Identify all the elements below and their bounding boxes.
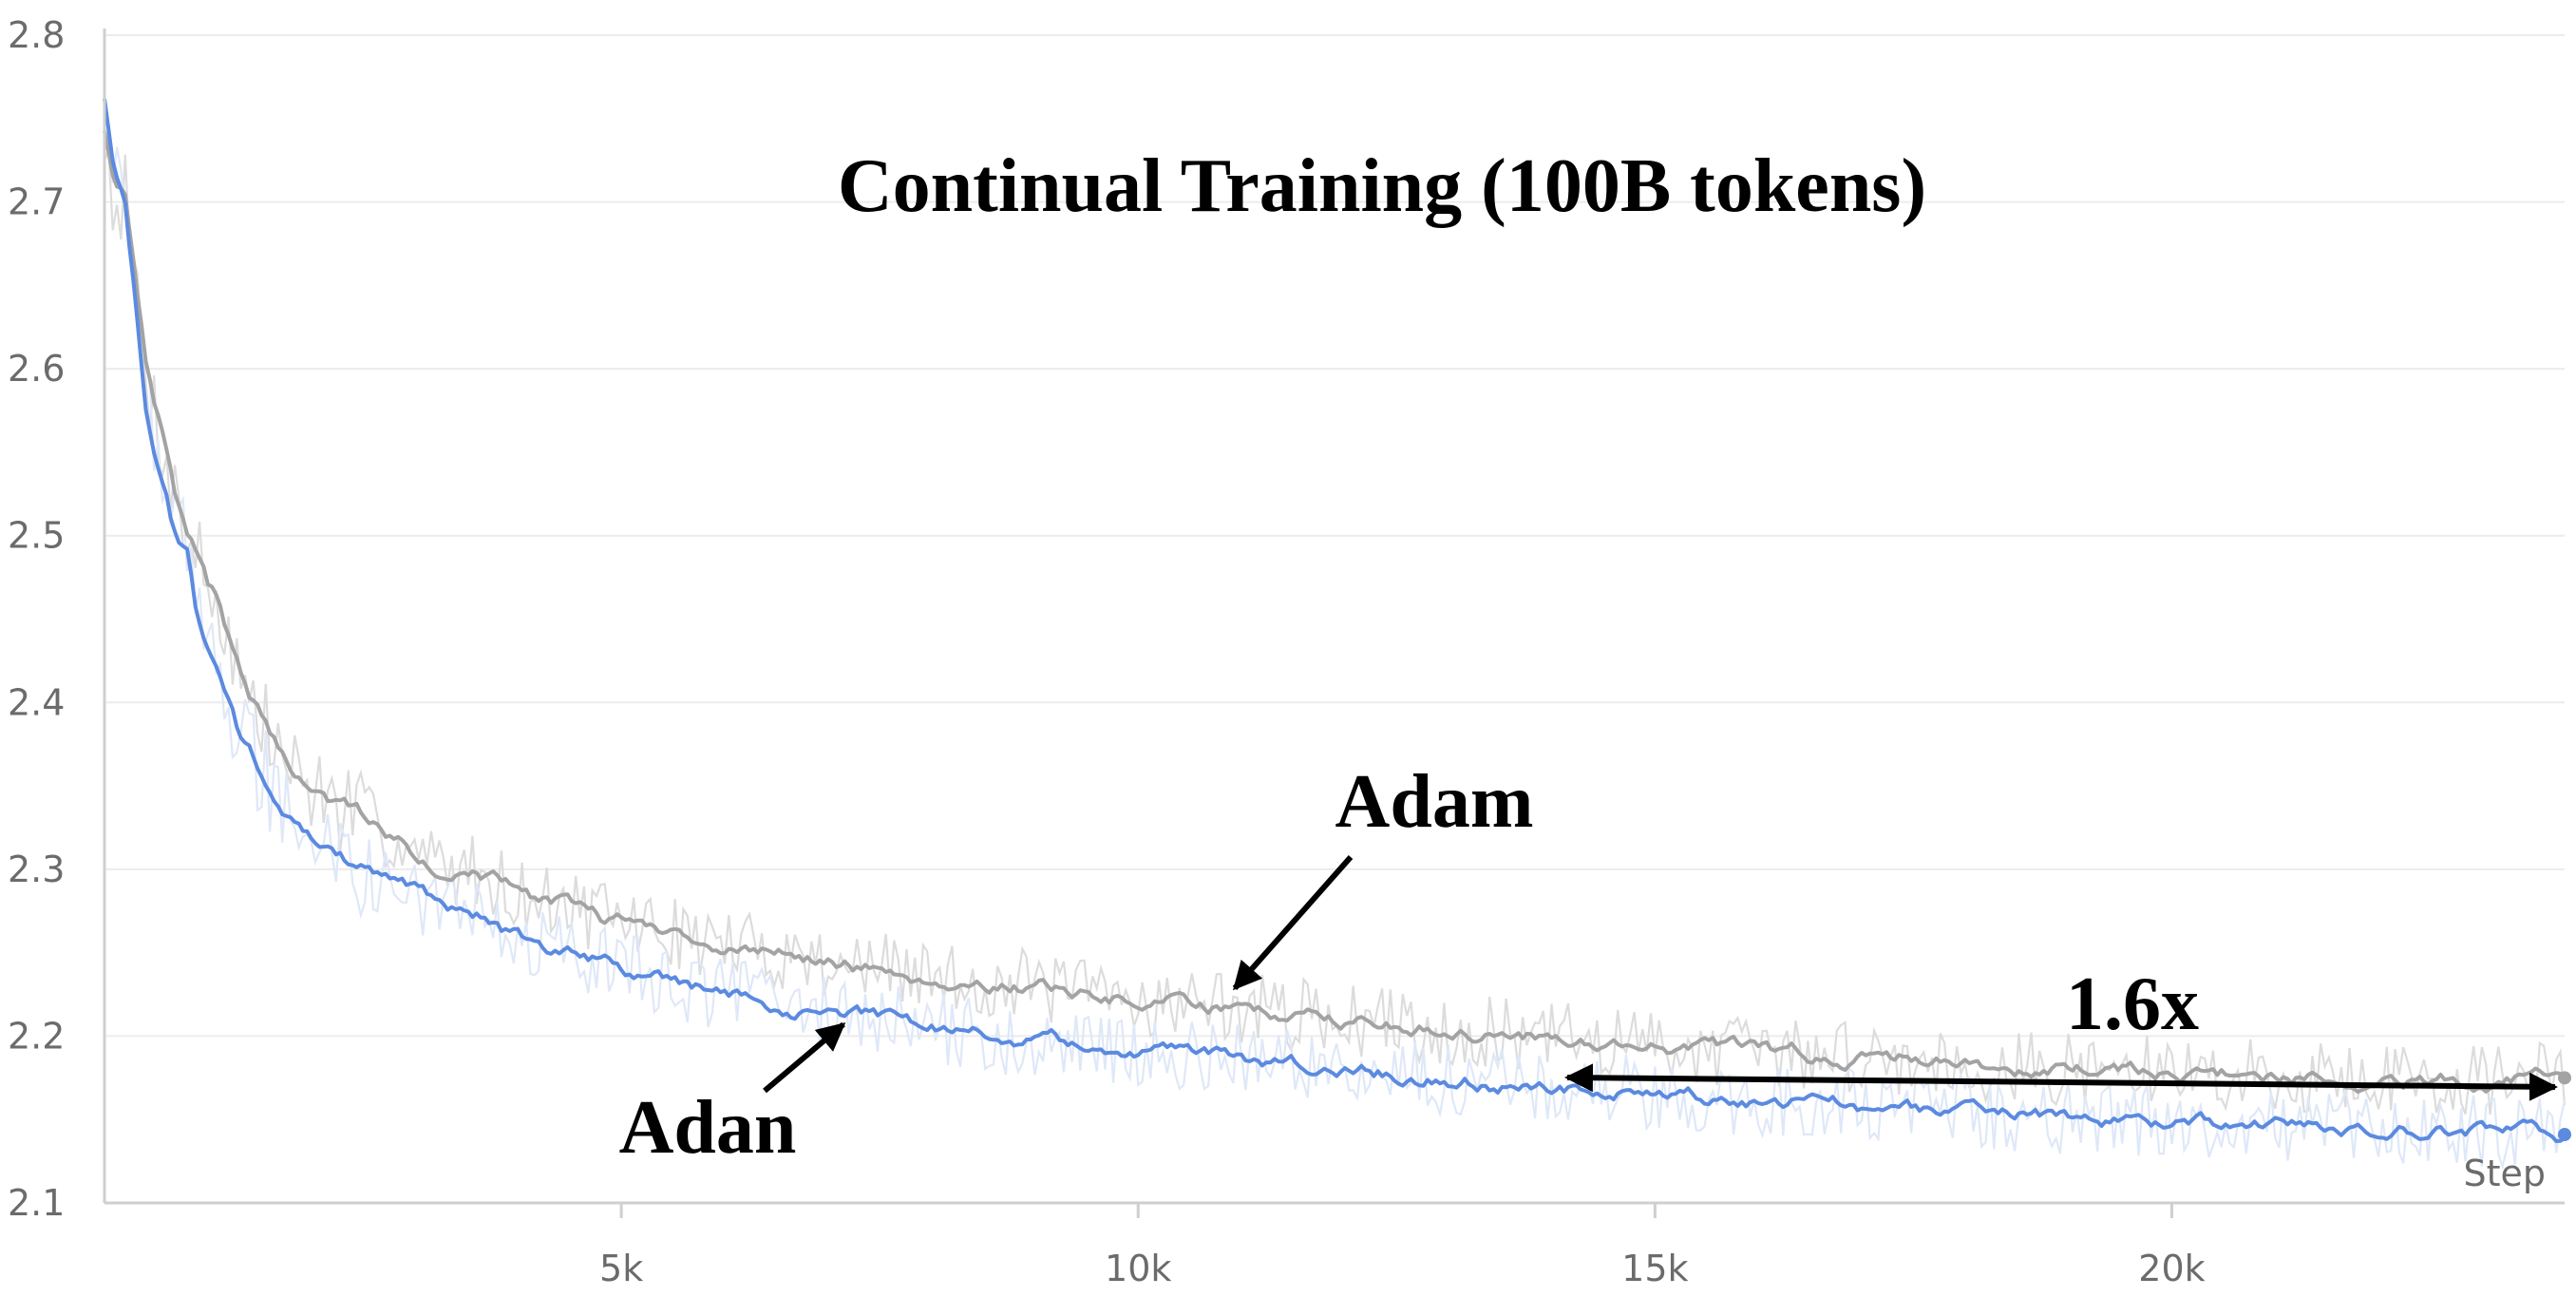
y-tick-label: 2.1 bbox=[8, 1182, 65, 1224]
y-tick-label: 2.3 bbox=[8, 849, 65, 890]
annotation-adam-arrow bbox=[1232, 855, 1354, 991]
series-layer bbox=[103, 98, 2571, 1143]
y-tick-label: 2.5 bbox=[8, 515, 65, 557]
x-tick-label: 5k bbox=[599, 1248, 643, 1289]
annotation-adam: Adam bbox=[1232, 760, 1534, 991]
annotation-speedup: 1.6x bbox=[1564, 963, 2558, 1101]
series-adan-line bbox=[103, 98, 2567, 1143]
x-tick-label: 10k bbox=[1105, 1248, 1171, 1289]
series-adam-line bbox=[103, 130, 2566, 1095]
annotation-adan: Adan bbox=[619, 1021, 846, 1170]
x-tick-label: 20k bbox=[2138, 1248, 2205, 1289]
annotation-adan-arrow bbox=[763, 1021, 846, 1094]
y-tick-label: 2.6 bbox=[8, 348, 65, 390]
annotation-adan-label: Adan bbox=[619, 1086, 797, 1170]
series-adan-raw bbox=[103, 123, 2567, 1171]
x-tick-label: 15k bbox=[1621, 1248, 1688, 1289]
tick-labels: 2.1 2.2 2.3 2.4 2.5 2.6 2.7 2.8 5k 10k 15k 20k bbox=[8, 14, 2206, 1289]
annotation-speedup-label: 1.6x bbox=[2066, 963, 2199, 1046]
annotation-speedup-arrow bbox=[1564, 1063, 2558, 1101]
chart-title: Continual Training (100B tokens) bbox=[838, 144, 1926, 228]
annotation-adam-label: Adam bbox=[1335, 760, 1534, 844]
x-axis-label: Step bbox=[2463, 1153, 2546, 1194]
y-tick-label: 2.7 bbox=[8, 181, 65, 223]
series-adan-end-point bbox=[2558, 1128, 2571, 1142]
grid bbox=[104, 34, 2565, 1038]
y-tick-label: 2.2 bbox=[8, 1015, 65, 1057]
y-tick-label: 2.8 bbox=[8, 14, 65, 56]
y-tick-label: 2.4 bbox=[8, 681, 65, 723]
series-adam-end-point bbox=[2558, 1071, 2571, 1085]
axes bbox=[103, 29, 2565, 1205]
